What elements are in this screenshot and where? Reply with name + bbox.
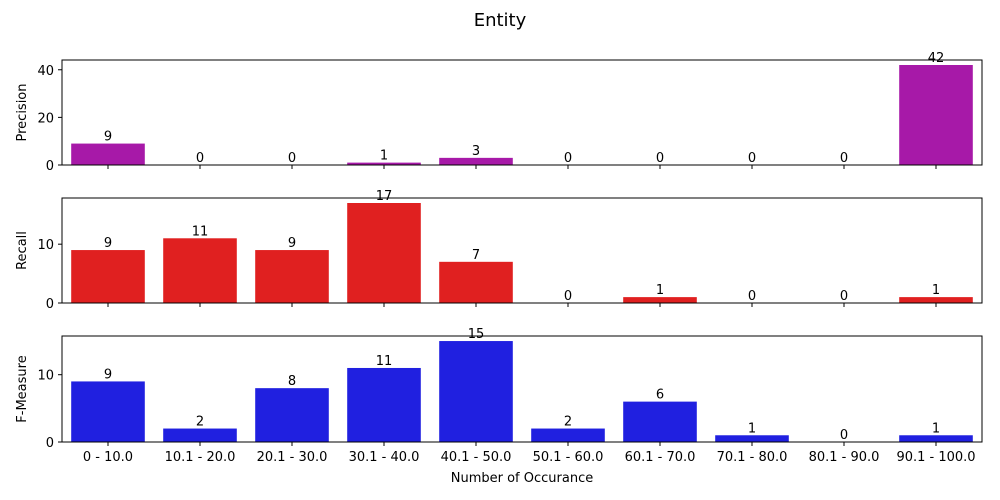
data-label-2-2: 8: [288, 374, 296, 389]
data-label-0-0: 9: [104, 130, 112, 145]
data-label-0-3: 1: [380, 149, 388, 164]
bar-1-0: [71, 250, 145, 303]
data-label-0-7: 0: [748, 151, 756, 166]
bar-1-9: [899, 297, 973, 303]
data-label-0-2: 0: [288, 151, 296, 166]
data-label-0-1: 0: [196, 151, 204, 166]
data-label-1-9: 1: [932, 283, 940, 298]
x-tick-label-4: 40.1 - 50.0: [441, 450, 512, 465]
data-label-2-1: 2: [196, 415, 204, 430]
y-tick-label-0-0: 0: [46, 159, 54, 174]
data-label-2-5: 2: [564, 415, 572, 430]
y-axis-label-0: Precision: [15, 83, 30, 141]
data-label-1-4: 7: [472, 248, 480, 263]
x-tick-label-6: 60.1 - 70.0: [625, 450, 696, 465]
y-tick-label-0-1: 20: [37, 111, 54, 126]
y-axis-label-2: F-Measure: [15, 355, 30, 422]
chart-title: Entity: [474, 10, 527, 31]
panel-0: 9 0 0 1 3 0 0 0 0 42 0 20 40 Precision: [15, 51, 983, 174]
data-label-2-9: 1: [932, 421, 940, 436]
y-tick-label-1-0: 0: [46, 297, 54, 312]
y-tick-label-1-1: 10: [37, 238, 54, 253]
data-label-0-6: 0: [656, 151, 664, 166]
bar-1-2: [255, 250, 329, 303]
data-label-2-7: 1: [748, 421, 756, 436]
bar-0-9: [899, 65, 973, 165]
bar-2-5: [531, 428, 605, 442]
panel-frame-0: [61, 59, 983, 166]
bar-2-0: [71, 381, 145, 442]
bar-1-1: [163, 238, 237, 303]
data-label-1-1: 11: [192, 224, 209, 239]
bar-2-6: [623, 401, 697, 442]
data-label-1-5: 0: [564, 289, 572, 304]
x-tick-label-0: 0 - 10.0: [83, 450, 133, 465]
bar-2-9: [899, 435, 973, 442]
bar-2-3: [347, 367, 421, 442]
bar-1-6: [623, 297, 697, 303]
bar-0-3: [347, 162, 421, 165]
y-tick-label-2-0: 0: [46, 436, 54, 451]
bar-2-7: [715, 435, 789, 442]
bar-0-0: [71, 143, 145, 165]
x-tick-label-2: 20.1 - 30.0: [257, 450, 328, 465]
data-label-2-6: 6: [656, 388, 664, 403]
bar-1-3: [347, 203, 421, 303]
y-tick-label-2-1: 10: [37, 369, 54, 384]
data-label-1-3: 17: [376, 189, 393, 204]
data-label-1-6: 1: [656, 283, 664, 298]
x-tick-label-8: 80.1 - 90.0: [809, 450, 880, 465]
bar-2-2: [255, 388, 329, 442]
y-tick-label-0-2: 40: [37, 64, 54, 79]
data-label-1-0: 9: [104, 236, 112, 251]
x-tick-label-5: 50.1 - 60.0: [533, 450, 604, 465]
data-label-2-0: 9: [104, 367, 112, 382]
data-label-0-4: 3: [472, 144, 480, 159]
data-label-1-7: 0: [748, 289, 756, 304]
data-label-0-5: 0: [564, 151, 572, 166]
x-tick-label-9: 90.1 - 100.0: [896, 450, 975, 465]
panel-frame-1: [61, 197, 983, 304]
data-label-2-8: 0: [840, 428, 848, 443]
panel-frame-2: [61, 335, 983, 443]
x-tick-label-1: 10.1 - 20.0: [165, 450, 236, 465]
bar-1-4: [439, 261, 513, 303]
x-axis-label: Number of Occurance: [451, 471, 593, 486]
y-axis-label-1: Recall: [15, 231, 30, 270]
x-tick-label-7: 70.1 - 80.0: [717, 450, 788, 465]
data-label-0-8: 0: [840, 151, 848, 166]
data-label-1-2: 9: [288, 236, 296, 251]
data-label-2-3: 11: [376, 354, 393, 369]
bar-0-4: [439, 157, 513, 165]
bar-2-4: [439, 341, 513, 442]
x-tick-label-3: 30.1 - 40.0: [349, 450, 420, 465]
data-label-2-4: 15: [468, 327, 485, 342]
data-label-1-8: 0: [840, 289, 848, 304]
data-label-0-9: 42: [928, 51, 945, 66]
bar-2-1: [163, 428, 237, 442]
